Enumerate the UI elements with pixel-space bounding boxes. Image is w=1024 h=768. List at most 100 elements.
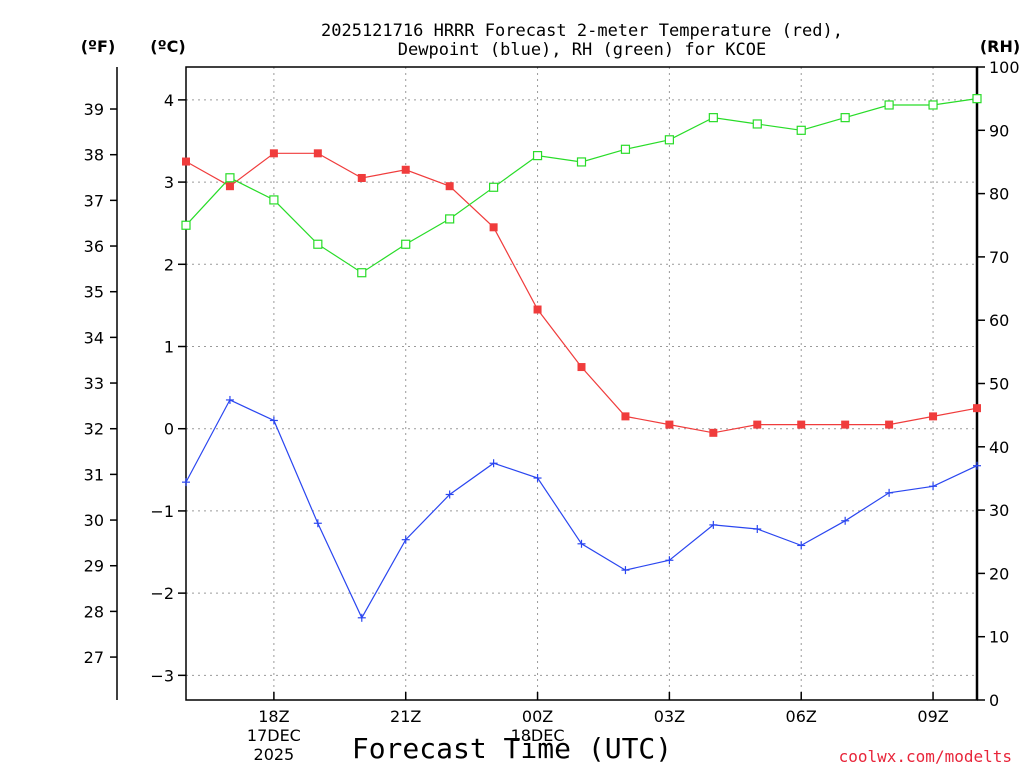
rh-point [620, 144, 631, 154]
fahrenheit-tick-label: 29 [84, 557, 104, 576]
x-tick-label: 21Z [390, 707, 421, 726]
rh-tick-label: 0 [989, 691, 999, 710]
rh-point [796, 125, 806, 135]
dewpoint-point [313, 519, 322, 528]
temperature-point [269, 149, 278, 158]
chart-title-line-1: 2025121716 HRRR Forecast 2-meter Tempera… [321, 21, 843, 41]
fahrenheit-tick-label: 31 [84, 465, 104, 484]
rh-point [664, 135, 674, 145]
rh-point [972, 94, 982, 104]
dewpoint-line [185, 399, 978, 620]
temperature-point [841, 420, 850, 429]
dewpoint-point [753, 525, 762, 534]
temperature-point [533, 305, 542, 314]
celsius-tick-label: −3 [150, 666, 174, 685]
rh-point [840, 113, 850, 123]
rh-point [445, 214, 455, 224]
dewpoint-point [225, 395, 234, 404]
celsius-tick-label: −1 [150, 502, 174, 521]
temperature-point [401, 165, 410, 174]
rh-point [532, 151, 543, 161]
fahrenheit-unit-label: (ºF) [81, 37, 116, 56]
rh-point [576, 157, 587, 167]
fahrenheit-tick-label: 36 [84, 237, 104, 256]
temperature-point [709, 428, 718, 437]
dewpoint-point [577, 539, 586, 548]
rh-point [181, 220, 191, 230]
temperature-point [445, 182, 454, 191]
x-tick-label: 00Z [522, 707, 553, 726]
temperature-point [665, 420, 674, 429]
temperature-point [753, 420, 762, 429]
rh-tick-label: 30 [989, 501, 1009, 520]
rh-point [313, 239, 323, 249]
temperature-point [621, 412, 630, 421]
dewpoint-point [269, 416, 278, 425]
celsius-tick-label: 3 [164, 173, 174, 192]
temperature-point [929, 412, 938, 421]
temperature-point [357, 173, 366, 182]
dewpoint-point [885, 488, 894, 497]
dewpoint-point [709, 520, 718, 529]
dewpoint-point [182, 478, 190, 487]
dewpoint-point [973, 461, 981, 470]
rh-tick-label: 70 [989, 248, 1009, 267]
rh-point [489, 182, 499, 192]
x-tick-label: 06Z [786, 707, 817, 726]
rh-series [181, 94, 982, 278]
chart-title-line-2: Dewpoint (blue), RH (green) for KCOE [398, 40, 766, 60]
fahrenheit-tick-label: 33 [84, 374, 104, 393]
rh-point [357, 268, 367, 278]
fahrenheit-tick-label: 39 [84, 100, 104, 119]
rh-tick-label: 90 [989, 121, 1009, 140]
temperature-point [489, 223, 498, 232]
rh-point [225, 173, 235, 183]
x-tick-label: 18Z [258, 707, 289, 726]
x-tick-label: 18DEC [511, 726, 565, 745]
rh-tick-label: 80 [989, 185, 1009, 204]
temperature-series [182, 149, 981, 437]
fahrenheit-tick-label: 38 [84, 146, 104, 165]
celsius-tick-label: 4 [164, 91, 174, 110]
temperature-point [225, 182, 234, 191]
rh-point [928, 100, 938, 110]
fahrenheit-tick-label: 28 [84, 602, 104, 621]
temperature-point [577, 363, 586, 372]
dewpoint-point [841, 516, 850, 525]
celsius-tick-label: −2 [150, 584, 174, 603]
dewpoint-point [357, 613, 366, 622]
celsius-tick-label: 1 [164, 338, 174, 357]
celsius-unit-label: (ºC) [150, 37, 185, 56]
x-tick-label: 09Z [917, 707, 948, 726]
dewpoint-point [797, 541, 806, 550]
x-axis-label: Forecast Time (UTC) [352, 732, 672, 765]
fahrenheit-tick-label: 27 [84, 648, 104, 667]
fahrenheit-tick-label: 32 [84, 420, 104, 439]
rh-tick-label: 10 [989, 628, 1009, 647]
x-tick-label: 2025 [254, 745, 295, 764]
fahrenheit-tick-label: 35 [84, 283, 104, 302]
rh-tick-label: 20 [989, 564, 1009, 583]
x-tick-label: 17DEC [247, 726, 301, 745]
rh-line [185, 98, 978, 274]
rh-point [708, 113, 718, 123]
rh-point [269, 195, 279, 205]
rh-tick-label: 100 [989, 58, 1020, 77]
axes-layer: 43210−1−2−339383736353433323130292827100… [84, 58, 1020, 764]
rh-point [752, 119, 762, 129]
temperature-point [797, 420, 806, 429]
dewpoint-point [489, 459, 498, 468]
fahrenheit-tick-label: 34 [84, 328, 104, 347]
temperature-point [885, 420, 894, 429]
rh-tick-label: 40 [989, 438, 1009, 457]
x-tick-label: 03Z [654, 707, 685, 726]
celsius-tick-label: 2 [164, 255, 174, 274]
fahrenheit-tick-label: 30 [84, 511, 104, 530]
dewpoint-point [533, 474, 542, 483]
rh-tick-label: 50 [989, 375, 1009, 394]
fahrenheit-tick-label: 37 [84, 191, 104, 210]
rh-point [884, 100, 894, 110]
series-layer [181, 94, 982, 622]
dewpoint-point [445, 490, 454, 499]
